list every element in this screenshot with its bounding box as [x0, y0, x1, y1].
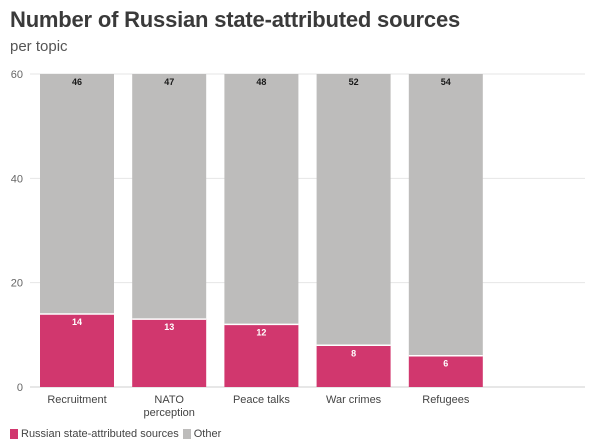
bar-other-sources: [132, 74, 207, 320]
data-label-other: 47: [164, 77, 174, 87]
bar-russian-sources: [316, 345, 391, 387]
data-label-russian: 14: [72, 317, 82, 327]
data-label-russian: 8: [351, 348, 356, 358]
legend-swatch-russian: [10, 429, 18, 439]
legend-item-other: Other: [182, 428, 222, 440]
data-label-other: 48: [256, 77, 266, 87]
legend: Russian state-attributed sources Other: [10, 428, 225, 440]
bar-other-sources: [40, 74, 114, 314]
data-label-other: 52: [349, 77, 359, 87]
x-tick-label: Peace talks: [233, 394, 290, 406]
x-tick-label: perception: [144, 407, 195, 419]
y-tick-label: 20: [11, 278, 23, 290]
data-label-russian: 6: [443, 359, 448, 369]
y-tick-label: 60: [11, 69, 23, 81]
data-label-russian: 13: [164, 322, 174, 332]
legend-label-other: Other: [193, 428, 222, 440]
x-tick-label: NATO: [154, 394, 184, 406]
bar-russian-sources: [40, 313, 114, 387]
chart-title: Number of Russian state-attributed sourc…: [10, 7, 461, 32]
legend-item-russian: Russian state-attributed sources: [10, 428, 179, 440]
y-tick-label: 0: [17, 382, 23, 394]
y-tick-label: 40: [11, 173, 23, 185]
legend-label-russian: Russian state-attributed sources: [21, 428, 179, 440]
data-label-russian: 12: [256, 327, 266, 337]
chart-subtitle: per topic: [10, 38, 68, 55]
bar-russian-sources: [224, 324, 299, 387]
stacked-bar-chart: 0 20 40 60 14 46 Recruitment 13 47 NATOperception…: [11, 69, 585, 419]
x-tick-label: Refugees: [422, 394, 470, 406]
bar-other-sources: [408, 74, 483, 356]
x-tick-label: War crimes: [326, 394, 382, 406]
data-label-other: 54: [441, 77, 451, 87]
data-label-other: 46: [72, 77, 82, 87]
bar-other-sources: [224, 74, 299, 325]
bar-other-sources: [316, 74, 391, 346]
bar-russian-sources: [408, 355, 483, 387]
x-tick-label: Recruitment: [47, 394, 106, 406]
bar-russian-sources: [132, 319, 207, 387]
legend-swatch-other: [182, 429, 191, 439]
